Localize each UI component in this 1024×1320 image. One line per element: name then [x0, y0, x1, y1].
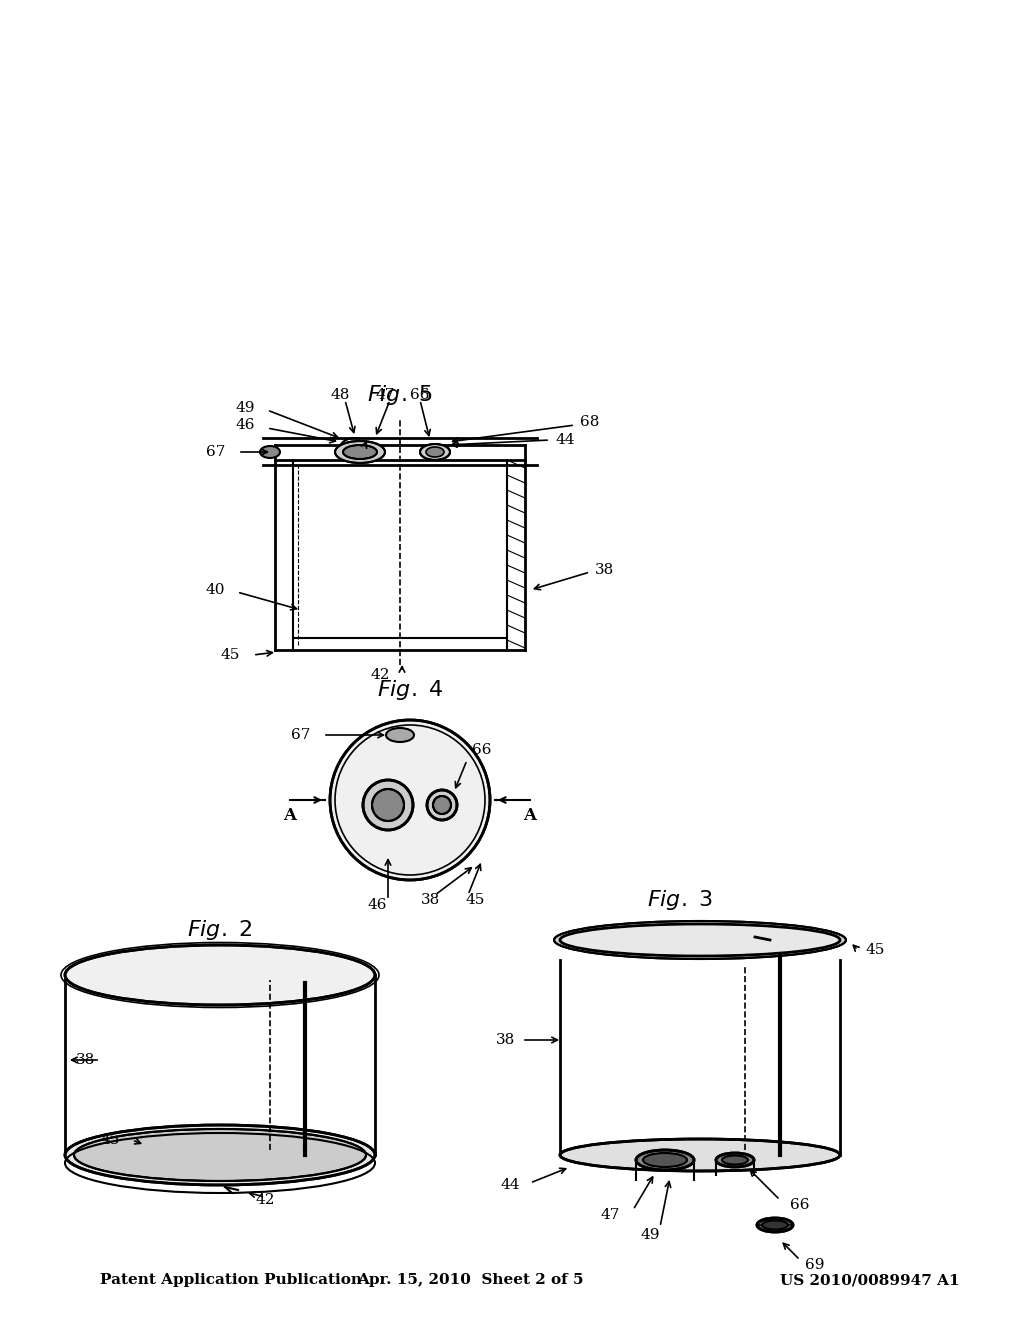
- Text: 42: 42: [255, 1193, 274, 1206]
- Text: A: A: [284, 807, 297, 824]
- Text: $\it{Fig.\ 2}$: $\it{Fig.\ 2}$: [187, 917, 253, 942]
- Ellipse shape: [260, 446, 280, 458]
- Ellipse shape: [643, 1152, 687, 1167]
- Text: 69: 69: [805, 1258, 824, 1272]
- Ellipse shape: [335, 441, 385, 463]
- Ellipse shape: [636, 1150, 694, 1170]
- Text: US 2010/0089947 A1: US 2010/0089947 A1: [780, 1272, 959, 1287]
- Ellipse shape: [560, 924, 840, 956]
- Ellipse shape: [65, 1125, 375, 1185]
- Ellipse shape: [74, 1129, 366, 1181]
- Text: 66: 66: [411, 388, 430, 403]
- Ellipse shape: [560, 1139, 840, 1171]
- Text: 40: 40: [206, 583, 225, 597]
- Ellipse shape: [722, 1155, 748, 1164]
- Text: 47: 47: [376, 388, 394, 403]
- Ellipse shape: [330, 719, 490, 880]
- Text: Apr. 15, 2010  Sheet 2 of 5: Apr. 15, 2010 Sheet 2 of 5: [356, 1272, 584, 1287]
- Text: $\it{Fig.\ 5}$: $\it{Fig.\ 5}$: [367, 383, 433, 407]
- Text: 66: 66: [472, 743, 492, 756]
- Text: 38: 38: [76, 1053, 95, 1067]
- Ellipse shape: [343, 445, 377, 459]
- Text: 38: 38: [595, 564, 614, 577]
- Ellipse shape: [362, 780, 413, 830]
- Text: $\it{Fig.\ 4}$: $\it{Fig.\ 4}$: [377, 678, 443, 702]
- Text: 38: 38: [421, 894, 440, 907]
- Ellipse shape: [426, 447, 444, 457]
- Ellipse shape: [420, 444, 450, 459]
- Text: 45: 45: [865, 942, 885, 957]
- Text: 47: 47: [601, 1208, 620, 1222]
- Text: 44: 44: [555, 433, 574, 447]
- Ellipse shape: [386, 729, 414, 742]
- Text: 46: 46: [368, 898, 387, 912]
- Ellipse shape: [716, 1152, 754, 1167]
- Text: 49: 49: [640, 1228, 659, 1242]
- Ellipse shape: [427, 789, 457, 820]
- Text: 46: 46: [236, 418, 255, 432]
- Ellipse shape: [65, 945, 375, 1005]
- Ellipse shape: [554, 921, 846, 960]
- Text: A: A: [523, 807, 537, 824]
- Text: 38: 38: [496, 1034, 515, 1047]
- Text: 68: 68: [580, 414, 599, 429]
- Text: 44: 44: [501, 1177, 520, 1192]
- Text: 66: 66: [790, 1199, 810, 1212]
- Ellipse shape: [757, 1218, 793, 1232]
- Text: 45: 45: [220, 648, 240, 663]
- Text: 42: 42: [371, 668, 390, 682]
- Text: Patent Application Publication: Patent Application Publication: [100, 1272, 362, 1287]
- Text: 48: 48: [331, 388, 349, 403]
- Text: 67: 67: [206, 445, 225, 459]
- Ellipse shape: [372, 789, 404, 821]
- Text: $\it{Fig.\ 3}$: $\it{Fig.\ 3}$: [647, 888, 713, 912]
- Text: 49: 49: [236, 401, 255, 414]
- Ellipse shape: [433, 796, 451, 814]
- Ellipse shape: [762, 1221, 788, 1229]
- Text: 45: 45: [465, 894, 484, 907]
- Text: 45: 45: [100, 1133, 120, 1147]
- Text: 67: 67: [291, 729, 310, 742]
